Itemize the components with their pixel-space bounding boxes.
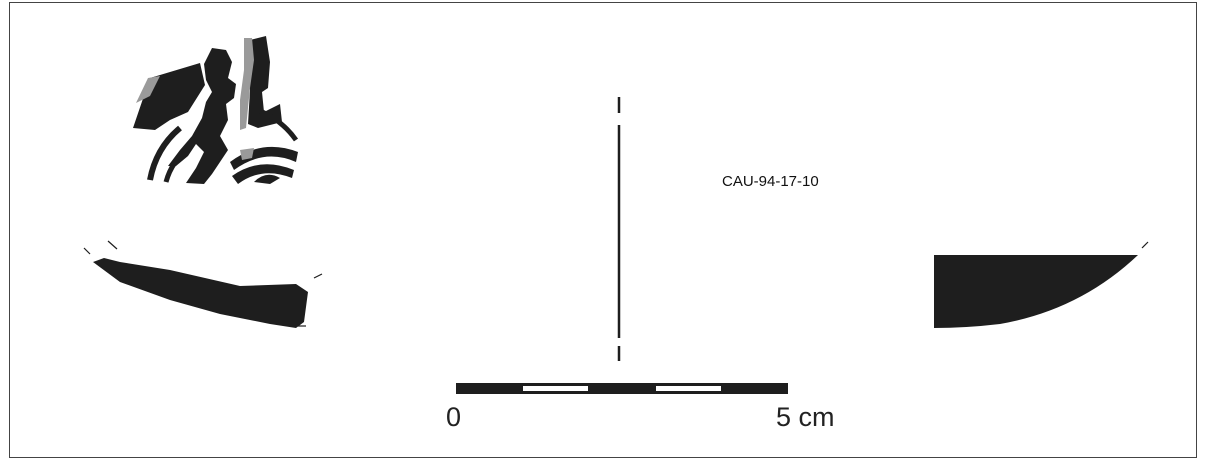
scale-bar-white-segment <box>656 386 721 391</box>
painted-curve-left-1 <box>147 125 182 181</box>
slip-stripe-right <box>240 38 254 130</box>
profile-extension-tick <box>83 247 91 255</box>
profile-section-left <box>93 258 308 328</box>
scale-bar <box>456 383 788 394</box>
painted-curve-right <box>257 107 299 142</box>
profile-extension-tick <box>1141 241 1149 249</box>
profile-section-right <box>934 255 1138 328</box>
painted-curve-left-2 <box>163 145 192 183</box>
sherd-profile-left <box>83 240 323 328</box>
painted-arc-inner <box>254 174 280 184</box>
scale-bar-white-segment <box>523 386 588 391</box>
profile-extension-tick <box>107 240 118 250</box>
scale-end-label: 5 cm <box>776 402 835 432</box>
painted-right-band <box>246 36 282 128</box>
scale-bar-outline <box>456 383 788 394</box>
slip-patch-left <box>136 76 160 103</box>
decorated-sherd-exterior <box>133 36 299 184</box>
catalog-number-label: CAU-94-17-10 <box>722 173 819 190</box>
scale-start-label: 0 <box>446 402 462 432</box>
slip-patch-lower <box>240 148 254 160</box>
painted-arc-middle <box>232 164 294 184</box>
drawing-frame <box>9 2 1197 458</box>
profile-extension-tick <box>313 273 323 279</box>
sherd-profile-right <box>934 241 1149 328</box>
